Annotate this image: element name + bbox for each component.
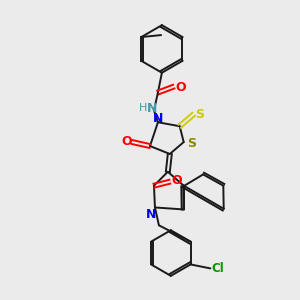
Text: O: O (172, 174, 182, 187)
Text: O: O (176, 81, 186, 94)
Text: N: N (146, 208, 156, 221)
Text: S: S (187, 136, 196, 150)
Text: Cl: Cl (211, 262, 224, 275)
Text: N: N (147, 102, 158, 115)
Text: S: S (196, 108, 205, 121)
Text: O: O (121, 135, 132, 148)
Text: N: N (153, 112, 163, 125)
Text: H: H (139, 103, 148, 113)
